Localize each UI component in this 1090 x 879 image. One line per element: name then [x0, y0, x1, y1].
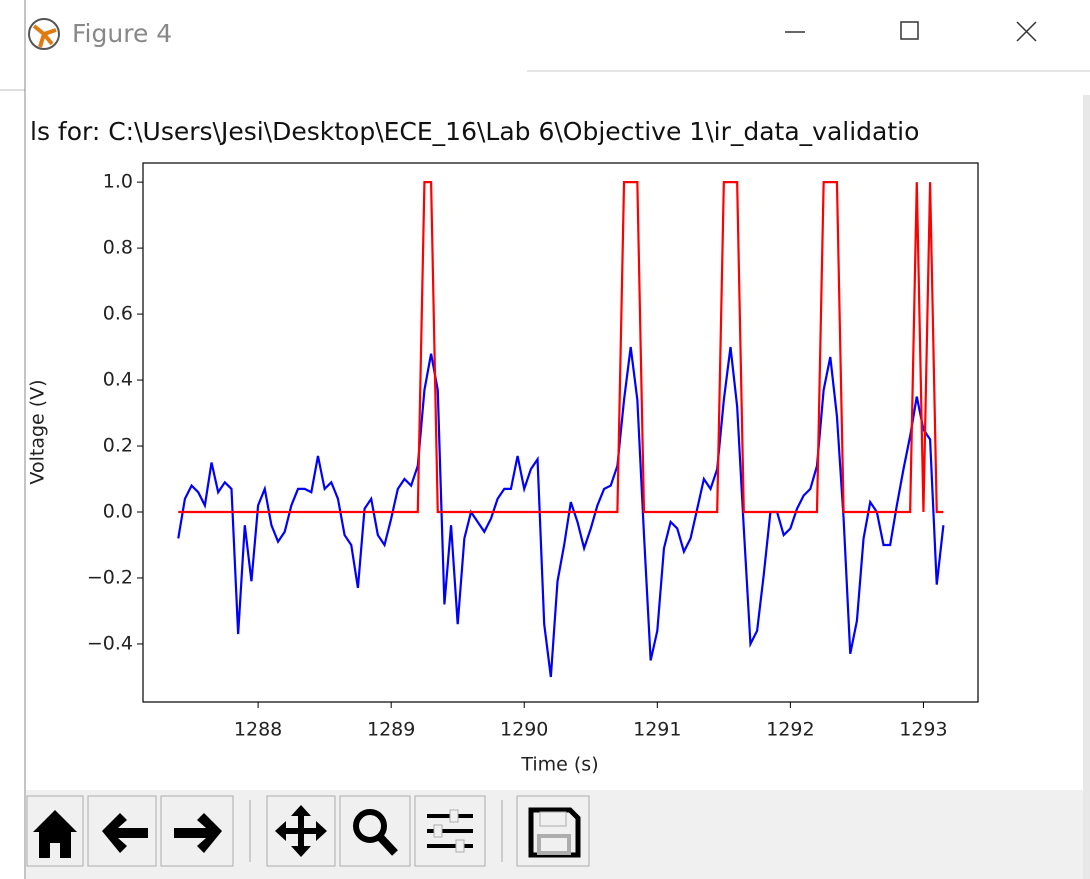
- x-tick-label: 1288: [234, 719, 282, 741]
- x-axis-label: Time (s): [520, 754, 598, 776]
- background-window: [0, 0, 25, 879]
- y-tick-label: −0.4: [87, 632, 133, 654]
- y-tick-label: 0.6: [103, 303, 133, 325]
- pan-button[interactable]: [266, 795, 336, 867]
- y-tick-label: 0.0: [103, 500, 133, 522]
- home-button[interactable]: [26, 795, 84, 867]
- x-tick-label: 1291: [633, 719, 681, 741]
- save-button[interactable]: [516, 795, 590, 867]
- y-tick-label: 0.8: [103, 237, 133, 259]
- y-tick-label: −0.2: [87, 566, 133, 588]
- y-tick-label: 0.2: [103, 435, 133, 457]
- chart-title: ls for: C:\Users\Jesi\Desktop\ECE_16\Lab…: [30, 117, 919, 146]
- maximize-button[interactable]: [900, 21, 919, 40]
- right-edge: [1083, 95, 1090, 879]
- app-icon: [28, 18, 60, 50]
- configure-button[interactable]: [414, 795, 486, 867]
- forward-button[interactable]: [160, 795, 234, 867]
- back-button[interactable]: [87, 795, 157, 867]
- y-tick-label: 1.0: [103, 171, 133, 193]
- x-tick-label: 1290: [500, 719, 548, 741]
- data-line: [177, 346, 945, 678]
- zoom-button[interactable]: [339, 795, 411, 867]
- x-tick-label: 1292: [766, 719, 814, 741]
- window-title: Figure 4: [72, 19, 172, 48]
- plot: 1288 1289 1290 1291 1292 1293 −0.4 −0.2 0.0 0.2 0.…: [87, 171, 948, 741]
- y-axis-label: Voltage (V): [27, 379, 49, 484]
- close-button[interactable]: [1016, 21, 1037, 42]
- x-tick-label: 1289: [367, 719, 415, 741]
- y-tick-label: 0.4: [103, 369, 133, 391]
- x-tick-label: 1293: [899, 719, 947, 741]
- data-line: [178, 181, 944, 514]
- axes-frame: [142, 162, 979, 703]
- title-clip: ls for: C:\Users\Jesi\Desktop\ECE_16\Lab…: [30, 117, 919, 146]
